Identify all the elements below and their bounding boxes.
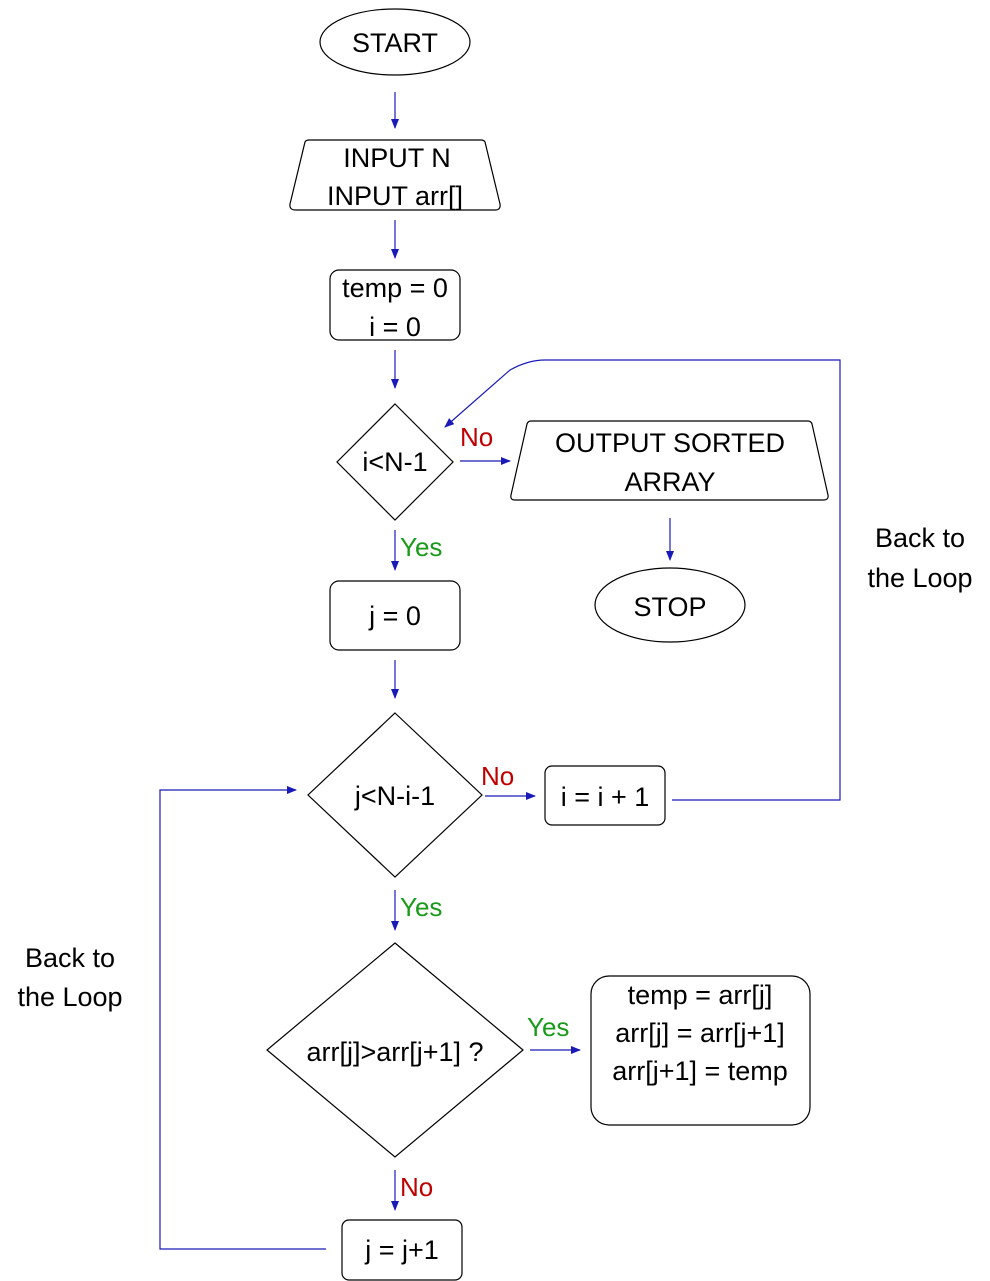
init-label-line1: temp = 0 — [342, 273, 448, 303]
outer-no-label: No — [460, 422, 493, 452]
input-node: INPUT N INPUT arr[] — [289, 139, 501, 211]
j-increment-node: j = j+1 — [341, 1219, 463, 1281]
i-increment-node: i = i + 1 — [544, 765, 666, 826]
outer-condition-label: i<N-1 — [362, 447, 427, 477]
i-increment-label: i = i + 1 — [561, 782, 650, 812]
swap-label-line2: arr[j] = arr[j+1] — [615, 1018, 785, 1048]
outer-condition-node: i<N-1 — [336, 403, 454, 521]
stop-node: STOP — [594, 567, 746, 643]
j-init-label: j = 0 — [368, 601, 421, 631]
output-label-line2: ARRAY — [624, 467, 715, 497]
j-init-node: j = 0 — [329, 580, 461, 651]
left-loop-note-line2: the Loop — [17, 982, 122, 1012]
j-increment-label: j = j+1 — [364, 1235, 439, 1265]
input-label-line1: INPUT N — [343, 143, 451, 173]
edge-loop-back-outer — [444, 359, 841, 801]
swap-node: temp = arr[j] arr[j] = arr[j+1] arr[j+1]… — [590, 975, 811, 1126]
left-loop-note-line1: Back to — [25, 943, 115, 973]
init-label-line2: i = 0 — [369, 312, 421, 342]
input-label-line2: INPUT arr[] — [327, 181, 463, 211]
output-label-line1: OUTPUT SORTED — [555, 428, 785, 458]
swap-label-line1: temp = arr[j] — [628, 980, 773, 1010]
compare-no-label: No — [400, 1172, 433, 1202]
right-loop-note-line1: Back to — [875, 523, 965, 553]
stop-label: STOP — [633, 592, 706, 622]
outer-yes-label: Yes — [400, 532, 442, 562]
start-node: START — [319, 8, 471, 76]
compare-condition-node: arr[j]>arr[j+1] ? — [266, 942, 524, 1158]
compare-condition-label: arr[j]>arr[j+1] ? — [306, 1037, 483, 1067]
inner-condition-node: j<N-i-1 — [307, 712, 483, 878]
init-node: temp = 0 i = 0 — [329, 269, 461, 342]
inner-condition-label: j<N-i-1 — [354, 781, 435, 811]
compare-yes-label: Yes — [527, 1012, 569, 1042]
inner-yes-label: Yes — [400, 892, 442, 922]
swap-label-line3: arr[j+1] = temp — [612, 1056, 788, 1086]
output-node: OUTPUT SORTED ARRAY — [510, 420, 829, 501]
inner-no-label: No — [481, 761, 514, 791]
edge-loop-back-inner — [159, 786, 326, 1250]
start-label: START — [352, 28, 438, 58]
right-loop-note-line2: the Loop — [867, 563, 972, 593]
